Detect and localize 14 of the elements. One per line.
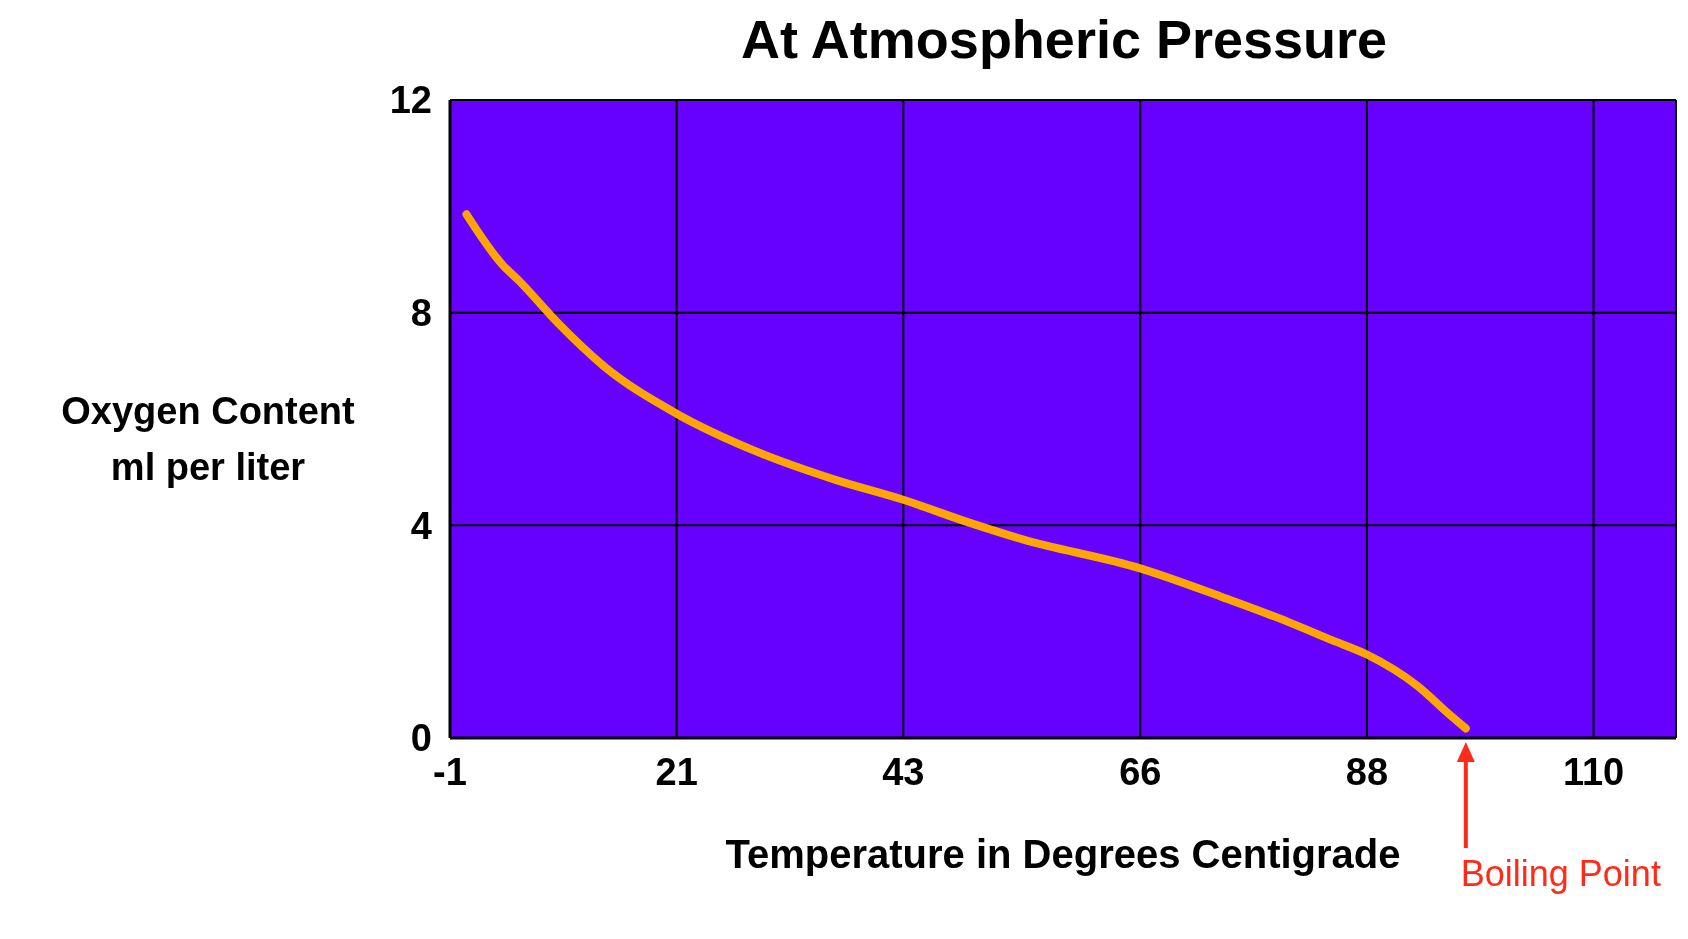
text: Boiling Point: [1460, 853, 1661, 894]
x-axis-title: Temperature in Degrees Centigrade: [725, 832, 1401, 876]
x-tick-label: -1: [433, 750, 467, 793]
x-tick-label: 66: [1119, 750, 1162, 793]
x-tick-label: 43: [882, 750, 925, 793]
x-tick-label: 21: [655, 750, 698, 793]
y-tick-label: 12: [389, 79, 432, 122]
y-tick-label: 0: [410, 717, 432, 760]
y-axis-title: Oxygen Content ml per liter: [60, 389, 356, 490]
x-tick-label: 88: [1345, 750, 1389, 793]
x-tick-label: 110: [1562, 750, 1625, 793]
y-tick-label: 8: [410, 292, 432, 335]
y-tick-label: 4: [410, 504, 432, 547]
chart-title: At Atmospheric Pressure: [739, 8, 1389, 70]
